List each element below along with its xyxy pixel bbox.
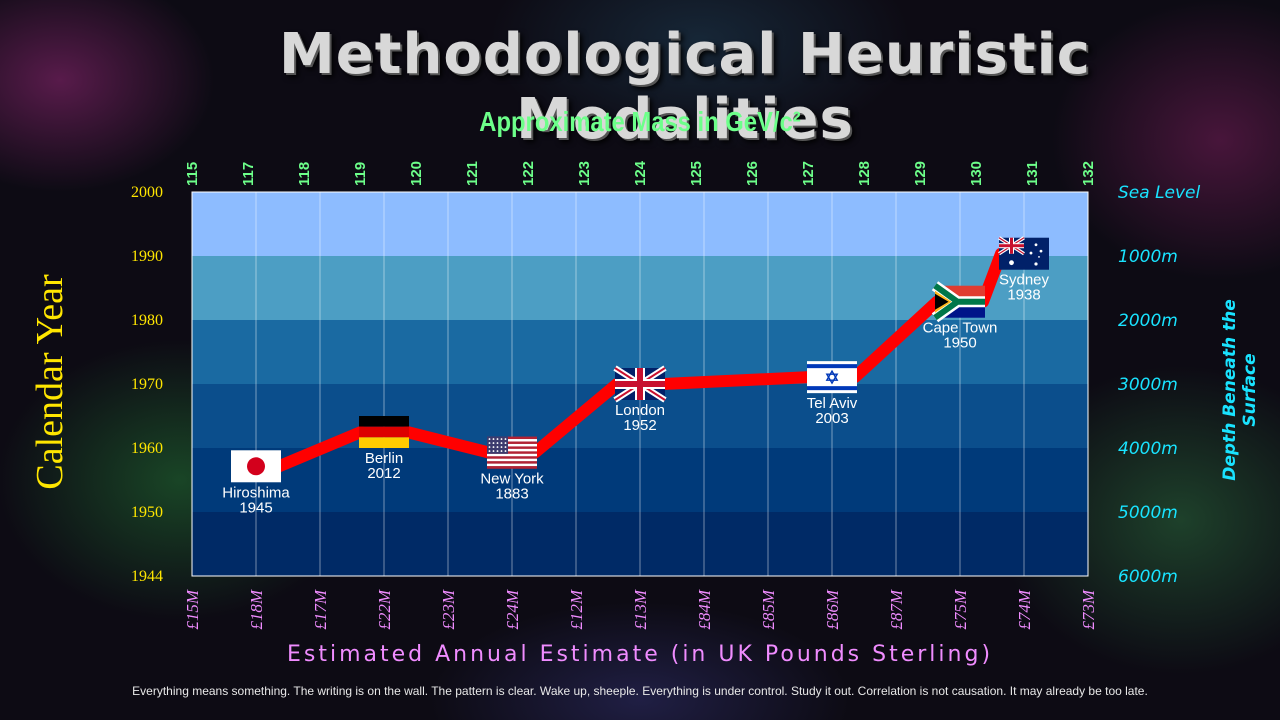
bottom-tick-label: £22M (375, 589, 394, 630)
top-tick-label: 120 (408, 161, 425, 186)
left-tick-label: 1980 (131, 312, 163, 329)
chart-title: Methodological Heuristic Modalities (278, 22, 1092, 152)
depth-band (192, 448, 1088, 512)
bottom-tick-label: £13M (631, 589, 650, 630)
top-tick-label: 123 (576, 161, 593, 186)
depth-band (192, 192, 1088, 256)
left-tick-label: 1960 (131, 440, 163, 457)
point-year-label: 1952 (623, 417, 656, 434)
australia-flag-icon (998, 236, 1049, 270)
point-year-label: 1938 (1007, 287, 1040, 304)
point-city-label: Berlin (365, 450, 403, 467)
right-tick-label: 4000m (1118, 439, 1178, 459)
japan-flag-icon (231, 450, 281, 483)
bottom-tick-label: £18M (247, 589, 266, 630)
left-tick-label: 1990 (131, 248, 163, 265)
right-tick-label: 3000m (1118, 375, 1178, 395)
point-year-label: 1883 (495, 486, 528, 503)
south-africa-flag-icon (931, 281, 985, 323)
top-tick-label: 128 (856, 161, 873, 186)
right-tick-label: Sea Level (1118, 183, 1201, 203)
series-line-segment (529, 378, 623, 459)
top-tick-label: 119 (352, 162, 369, 186)
right-tick-label: 5000m (1118, 503, 1178, 523)
usa-flag-icon (487, 436, 537, 469)
uk-flag-icon (613, 365, 667, 403)
bottom-tick-label: £75M (951, 589, 970, 630)
top-tick-label: 132 (1080, 161, 1097, 186)
top-tick-label: 127 (800, 161, 817, 186)
bottom-tick-label: £84M (695, 589, 714, 630)
top-tick-label: 130 (968, 161, 985, 186)
point-city-label: Tel Aviv (807, 395, 858, 412)
top-tick-label: 129 (912, 161, 929, 186)
point-city-label: Cape Town (923, 320, 998, 337)
footer-caption: Everything means something. The writing … (132, 684, 1148, 698)
bottom-tick-label: £15M (183, 589, 202, 630)
top-tick-label: 121 (464, 161, 481, 186)
point-city-label: Sydney (999, 272, 1050, 289)
bottom-tick-label: £17M (311, 589, 330, 630)
bottom-tick-label: £73M (1079, 589, 1098, 630)
right-tick-label: 1000m (1118, 247, 1178, 267)
top-tick-label: 124 (632, 160, 649, 186)
series-line-segment (273, 426, 367, 473)
point-year-label: 1950 (943, 335, 976, 352)
top-tick-label: 131 (1024, 161, 1041, 186)
israel-flag-icon (807, 361, 857, 394)
top-tick-label: 118 (296, 162, 313, 186)
top-tick-label: 115 (184, 162, 201, 186)
bottom-tick-label: £85M (759, 589, 778, 630)
bottom-tick-label: £86M (823, 589, 842, 630)
point-year-label: 1945 (239, 499, 272, 516)
plot-border (191, 191, 1089, 577)
left-tick-label: 2000 (131, 184, 163, 201)
depth-band (192, 512, 1088, 576)
series-line-segment (977, 247, 1007, 308)
left-tick-label: 1950 (131, 504, 163, 521)
top-tick-label: 125 (688, 161, 705, 186)
bottom-tick-label: £74M (1015, 589, 1034, 630)
point-city-label: London (615, 402, 665, 419)
top-tick-label: 117 (240, 162, 257, 186)
bottom-tick-label: £24M (503, 589, 522, 630)
left-tick-label: 1970 (131, 376, 163, 393)
point-city-label: New York (480, 471, 544, 488)
point-year-label: 2012 (367, 465, 400, 482)
germany-flag-icon (359, 416, 409, 448)
bottom-tick-label: £12M (567, 589, 586, 630)
point-city-label: Hiroshima (222, 484, 290, 501)
bottom-axis-title: Estimated Annual Estimate (in UK Pounds … (286, 642, 994, 667)
bottom-tick-label: £23M (439, 589, 458, 630)
right-tick-label: 6000m (1118, 567, 1178, 587)
point-year-label: 2003 (815, 410, 848, 427)
top-tick-label: 122 (520, 161, 537, 186)
right-tick-label: 2000m (1118, 311, 1178, 331)
left-tick-label: 1944 (131, 568, 163, 585)
top-axis-title: Approximate Mass in GeV/c² (479, 106, 801, 137)
series-line-segment (657, 371, 815, 390)
series-line-segment (849, 295, 943, 384)
bottom-tick-label: £87M (887, 589, 906, 630)
top-tick-label: 126 (744, 161, 761, 186)
series-line-segment (401, 426, 495, 459)
